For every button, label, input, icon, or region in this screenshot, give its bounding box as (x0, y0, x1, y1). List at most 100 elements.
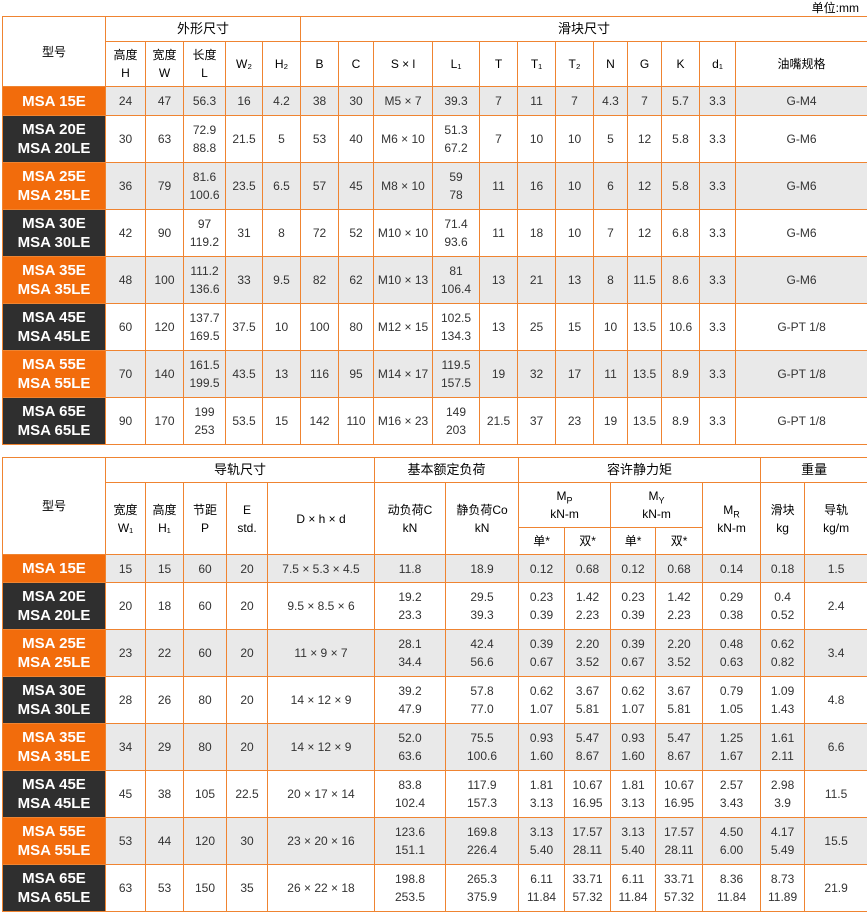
slider-dimensions-table: 型号 外形尺寸 滑块尺寸 高度 H 宽度 W 长度 L W₂ H₂ B C S … (2, 16, 867, 445)
spec-cell: 80 (184, 724, 227, 771)
spec-cell: 37 (518, 398, 556, 445)
spec-cell: 11.8 (375, 555, 446, 583)
spec-cell: 150 (184, 865, 227, 912)
spec-cell: 21.5 (226, 116, 263, 163)
spec-cell: 265.3 375.9 (446, 865, 519, 912)
mp-unit: kN-m (520, 505, 609, 523)
spec-cell: 22.5 (227, 771, 268, 818)
spec-cell: 32 (518, 351, 556, 398)
rail-dimensions-group-header: 导轨尺寸 (106, 458, 375, 483)
spec-cell: 42 (106, 210, 146, 257)
spec-cell: 2.20 3.52 (565, 630, 611, 677)
spec-cell: 19.2 23.3 (375, 583, 446, 630)
spec-cell: 13 (480, 257, 518, 304)
mr-symbol: M (723, 503, 733, 517)
col-header-length-l: 长度 L (184, 42, 226, 87)
spec-cell: 15 (106, 555, 146, 583)
spec-cell: 5.7 (662, 87, 700, 116)
spec-cell: 1.61 2.11 (761, 724, 805, 771)
weight-group-header: 重量 (761, 458, 867, 483)
spec-cell: 12 (628, 210, 662, 257)
spec-cell: 100 (301, 304, 339, 351)
spec-cell: 4.50 6.00 (703, 818, 761, 865)
spec-cell: M14 × 17 (374, 351, 433, 398)
spec-cell: 35 (227, 865, 268, 912)
col-header-k: K (662, 42, 700, 87)
spec-cell: 37.5 (226, 304, 263, 351)
spec-cell: 8.73 11.89 (761, 865, 805, 912)
spec-cell: 18.9 (446, 555, 519, 583)
spec-cell: G-PT 1/8 (736, 351, 867, 398)
spec-cell: 71.4 93.6 (433, 210, 480, 257)
unit-label: 单位:mm (2, 0, 865, 16)
spec-cell: 52 (339, 210, 374, 257)
spec-cell: 60 (106, 304, 146, 351)
spec-cell: 10.67 16.95 (656, 771, 703, 818)
spec-cell: 14 × 12 × 9 (268, 677, 375, 724)
col-header-t1: T₁ (518, 42, 556, 87)
spec-cell: 13.5 (628, 351, 662, 398)
col-header-width-w: 宽度 W (146, 42, 184, 87)
col-header-t2: T₂ (556, 42, 594, 87)
spec-cell: 70 (106, 351, 146, 398)
spec-cell: 12 (628, 116, 662, 163)
spec-cell: 13 (263, 351, 301, 398)
spec-cell: 3.3 (700, 351, 736, 398)
spec-cell: 30 (227, 818, 268, 865)
spec-cell: 0.62 1.07 (519, 677, 565, 724)
spec-cell: 3.3 (700, 257, 736, 304)
spec-cell: 23.5 (226, 163, 263, 210)
spec-cell: 15 (263, 398, 301, 445)
spec-cell: 5.47 8.67 (565, 724, 611, 771)
spec-cell: 1.09 1.43 (761, 677, 805, 724)
spec-cell: 90 (146, 210, 184, 257)
spec-cell: 0.29 0.38 (703, 583, 761, 630)
spec-cell: 5.8 (662, 116, 700, 163)
spec-cell: 95 (339, 351, 374, 398)
static-moment-group-header: 容许静力矩 (519, 458, 761, 483)
spec-cell: 15 (556, 304, 594, 351)
spec-cell: 17.57 28.11 (565, 818, 611, 865)
model-label: MSA 55E MSA 55LE (3, 351, 106, 398)
spec-cell: G-M6 (736, 163, 867, 210)
spec-cell: 23 (556, 398, 594, 445)
spec-cell: 1.42 2.23 (565, 583, 611, 630)
spec-cell: 11 × 9 × 7 (268, 630, 375, 677)
spec-cell: 60 (184, 630, 227, 677)
col-header-sxl: S × l (374, 42, 433, 87)
model-label: MSA 65E MSA 65LE (3, 865, 106, 912)
spec-cell: 53.5 (226, 398, 263, 445)
spec-cell: 120 (184, 818, 227, 865)
spec-cell: 10.6 (662, 304, 700, 351)
spec-cell: 0.93 1.60 (611, 724, 656, 771)
spec-cell: 0.62 1.07 (611, 677, 656, 724)
spec-cell: 0.39 0.67 (611, 630, 656, 677)
spec-cell: M5 × 7 (374, 87, 433, 116)
spec-cell: 0.62 0.82 (761, 630, 805, 677)
col-header-dynamic-load-c: 动负荷C kN (375, 483, 446, 555)
spec-cell: 33 (226, 257, 263, 304)
spec-cell: 20 (227, 583, 268, 630)
spec-cell: 1.42 2.23 (656, 583, 703, 630)
spec-cell: 6.8 (662, 210, 700, 257)
model-label: MSA 15E (3, 87, 106, 116)
spec-cell: 117.9 157.3 (446, 771, 519, 818)
spec-cell: 116 (301, 351, 339, 398)
col-header-d1: d₁ (700, 42, 736, 87)
spec-cell: 43.5 (226, 351, 263, 398)
spec-cell: 57 (301, 163, 339, 210)
spec-cell: 8 (594, 257, 628, 304)
model-label: MSA 25E MSA 25LE (3, 630, 106, 677)
spec-cell: 11.5 (805, 771, 867, 818)
spec-cell: 8.9 (662, 351, 700, 398)
model-label: MSA 65E MSA 65LE (3, 398, 106, 445)
spec-cell: 0.14 (703, 555, 761, 583)
col-header-grease-nipple: 油嘴规格 (736, 42, 867, 87)
